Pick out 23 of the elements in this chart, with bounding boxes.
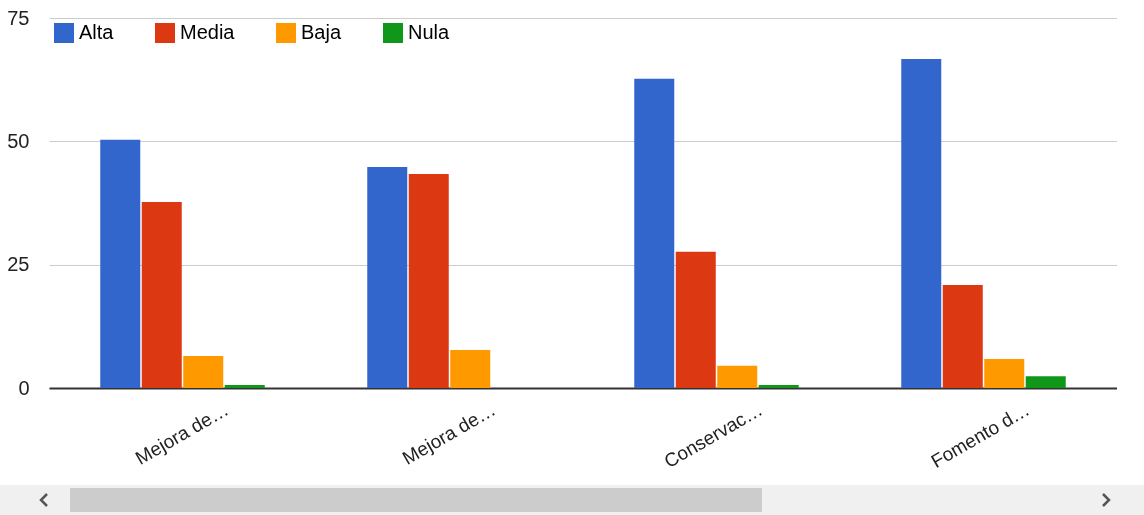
bar [758,385,799,388]
bar [901,58,942,388]
bar [942,284,983,388]
bar [100,139,141,388]
legend-label: Alta [79,21,115,43]
bar [717,365,758,388]
bar [634,78,675,388]
bar [224,385,265,388]
y-tick-label: 50 [7,129,30,152]
bar [1025,376,1066,388]
legend-label: Baja [301,21,342,43]
bar [183,355,224,388]
bar [675,251,716,388]
legend-label: Nula [408,21,451,43]
bar [408,173,449,388]
y-tick-label: 0 [18,376,30,399]
y-tick-label: 25 [7,253,30,276]
bar [367,166,408,388]
bar [141,202,182,388]
bar [984,358,1025,388]
y-tick-label: 75 [7,6,30,29]
bar [450,350,491,388]
legend-label: Media [180,21,236,43]
